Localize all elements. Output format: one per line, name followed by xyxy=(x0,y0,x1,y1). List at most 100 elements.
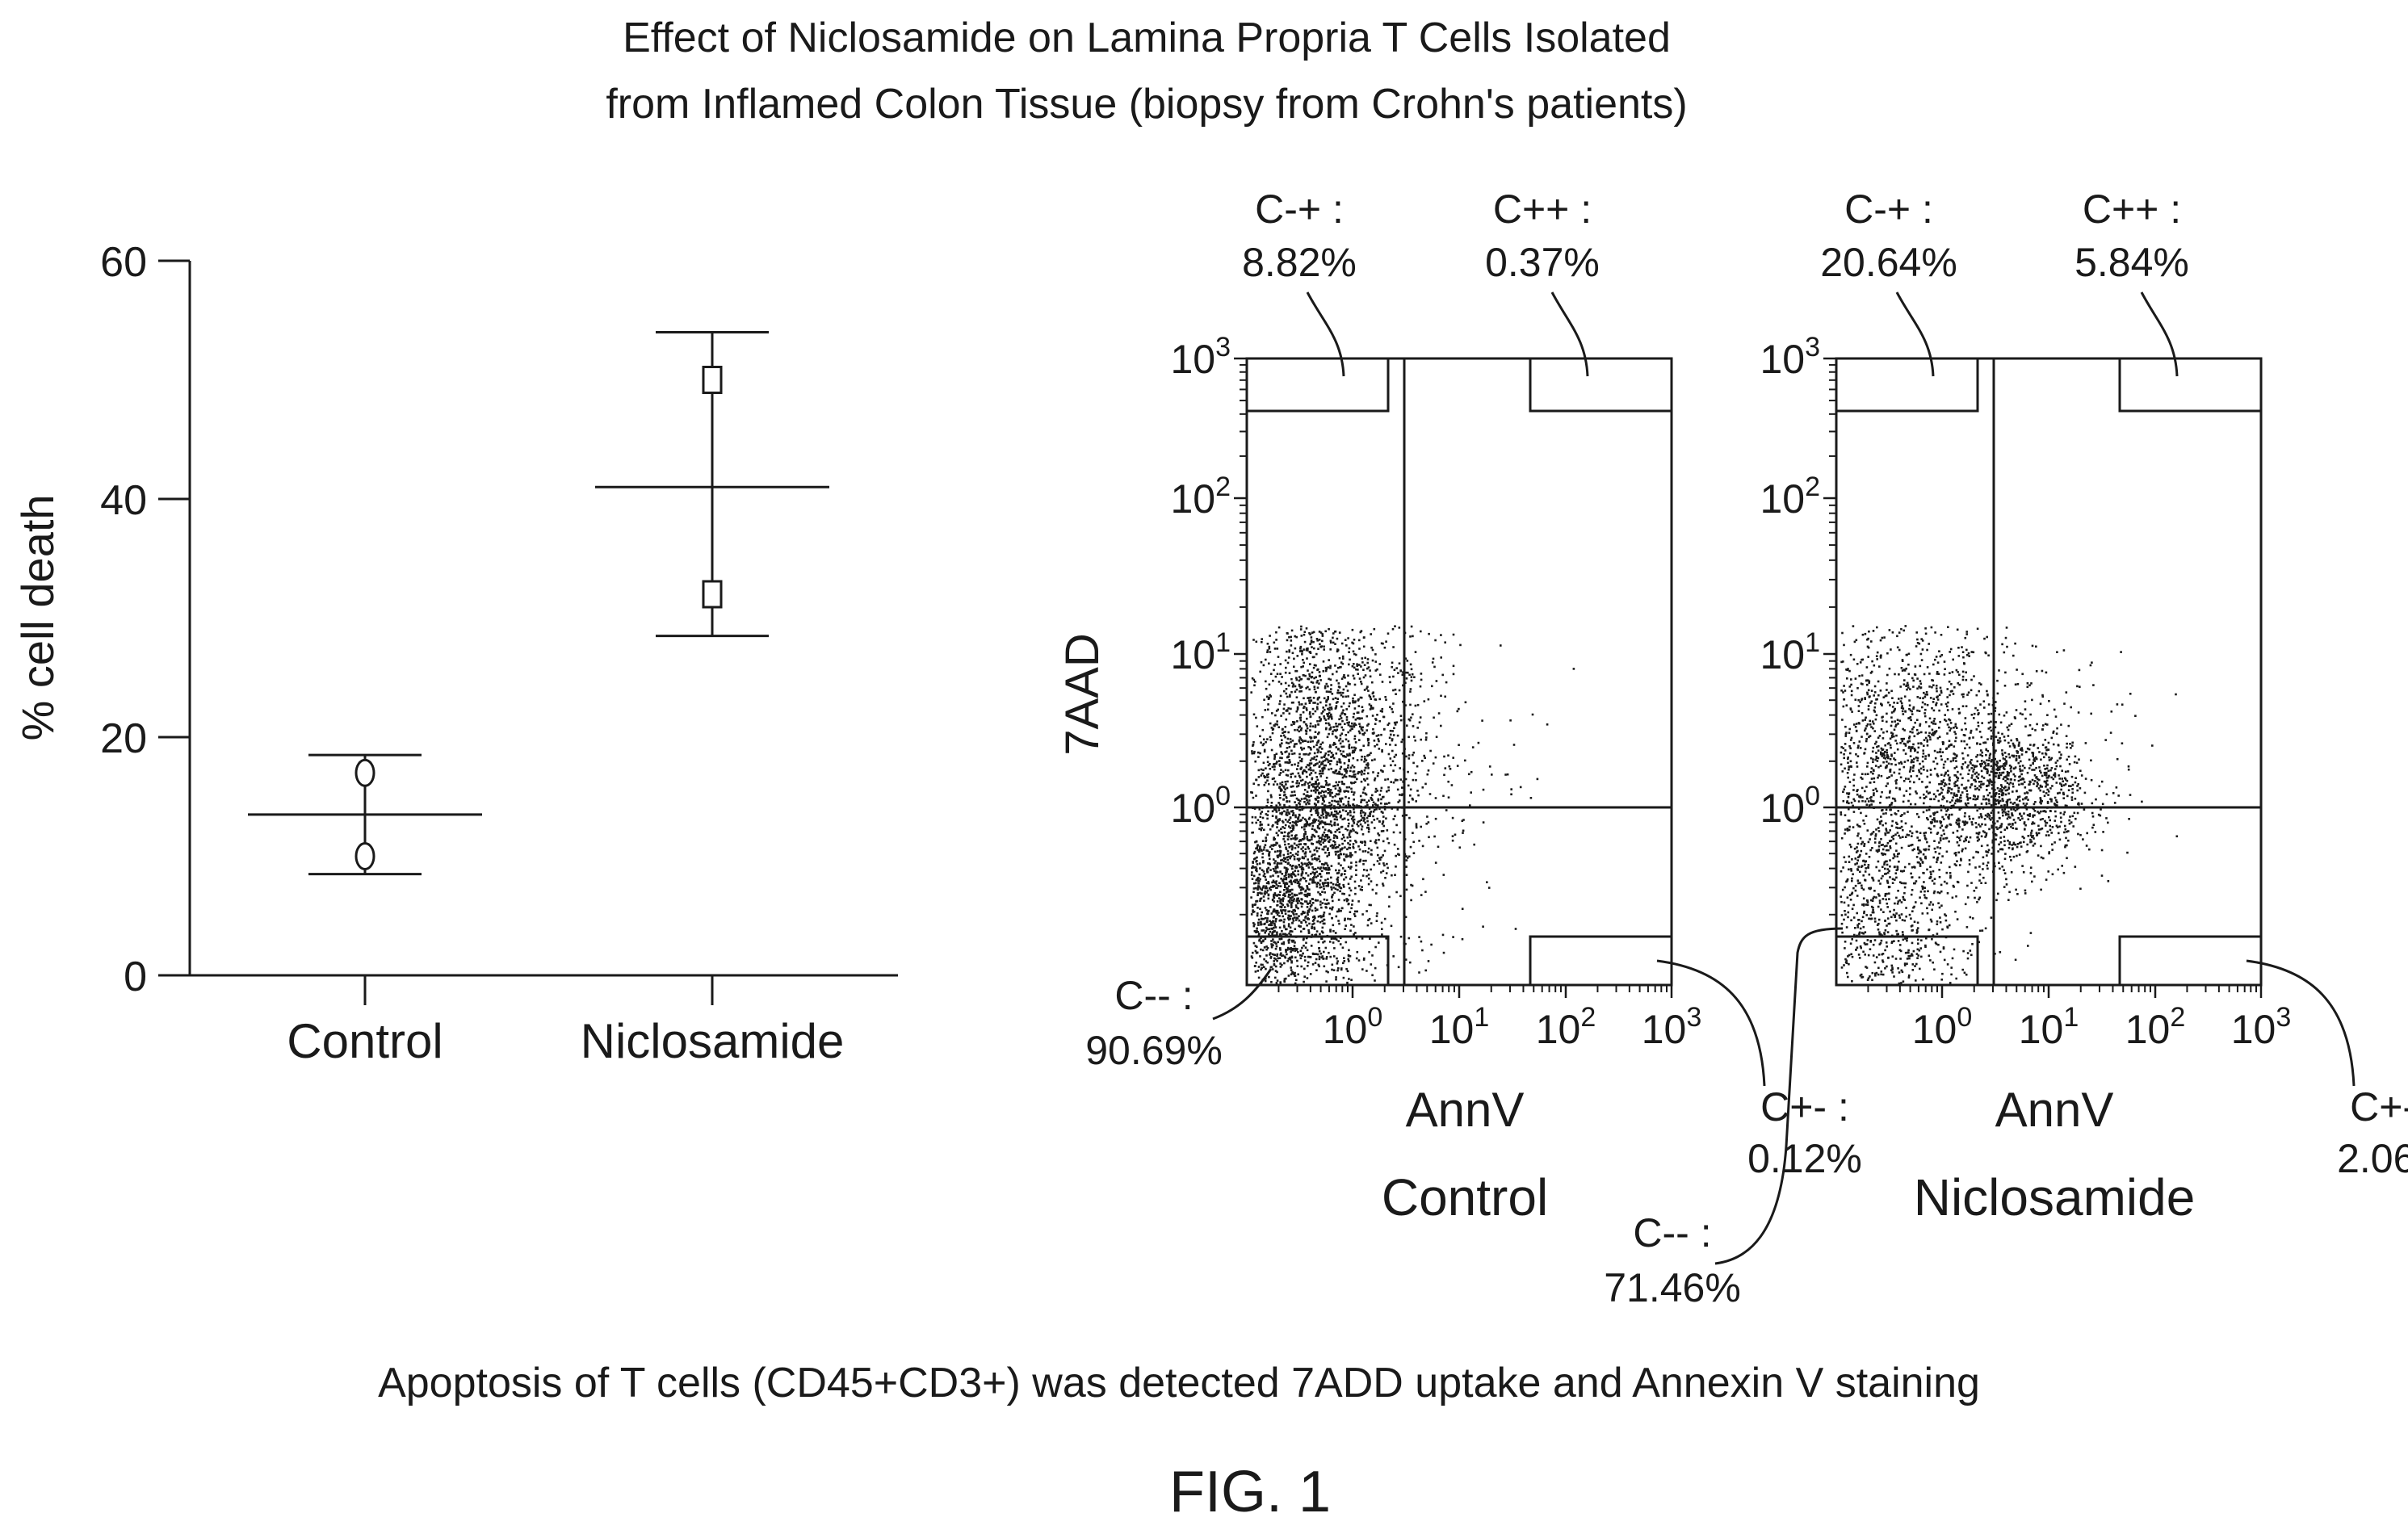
event-dot xyxy=(1302,772,1304,775)
event-dot xyxy=(1969,949,1972,952)
event-dot xyxy=(1273,894,1276,896)
event-dot xyxy=(1273,954,1276,957)
event-dot xyxy=(1412,713,1414,715)
event-dot xyxy=(1337,884,1340,887)
event-dot xyxy=(1943,832,1945,836)
event-dot xyxy=(2022,871,2025,874)
event-dot xyxy=(1482,788,1485,791)
event-dot xyxy=(1356,778,1358,781)
event-dot xyxy=(1949,744,1951,747)
event-dot xyxy=(1330,706,1333,709)
event-dot xyxy=(1282,853,1286,857)
event-dot xyxy=(1252,852,1256,855)
event-dot xyxy=(1371,731,1374,735)
event-dot xyxy=(1958,864,1961,866)
event-dot xyxy=(1307,902,1309,905)
event-dot xyxy=(1328,750,1332,752)
event-dot xyxy=(1315,681,1318,684)
event-dot xyxy=(1392,818,1395,820)
event-dot xyxy=(1862,859,1865,862)
event-dot xyxy=(1317,723,1319,726)
event-dot xyxy=(1308,752,1311,755)
event-dot xyxy=(1286,661,1290,664)
event-dot xyxy=(1409,788,1412,791)
event-dot xyxy=(1254,816,1257,819)
event-dot xyxy=(1307,931,1311,933)
event-dot xyxy=(1277,875,1280,878)
event-dot xyxy=(1999,848,2002,851)
event-dot xyxy=(1990,804,1993,807)
event-dot xyxy=(1350,861,1353,864)
event-dot xyxy=(1303,747,1306,750)
event-dot xyxy=(2005,883,2008,886)
event-dot xyxy=(1329,648,1332,651)
event-dot xyxy=(1301,651,1303,653)
event-dot xyxy=(1361,889,1363,891)
event-dot xyxy=(1290,834,1294,837)
event-dot xyxy=(1266,814,1269,816)
event-dot xyxy=(1894,763,1897,766)
event-dot xyxy=(1336,701,1339,703)
event-dot xyxy=(1299,878,1303,881)
event-dot xyxy=(1361,828,1363,831)
event-dot xyxy=(1302,876,1304,879)
event-dot xyxy=(1869,735,1872,737)
event-dot xyxy=(1340,848,1343,851)
event-dot xyxy=(1458,846,1462,849)
event-dot xyxy=(1378,794,1382,796)
event-dot xyxy=(1395,693,1397,695)
event-dot xyxy=(1916,642,1919,644)
event-dot xyxy=(1859,747,1862,749)
event-dot xyxy=(1310,639,1313,642)
event-dot xyxy=(1300,685,1303,688)
event-dot xyxy=(1311,646,1313,648)
event-dot xyxy=(1863,823,1866,825)
event-dot xyxy=(1264,887,1267,890)
event-dot xyxy=(1293,790,1296,793)
event-dot xyxy=(1875,956,1878,958)
event-dot xyxy=(1412,832,1414,834)
event-dot xyxy=(1354,723,1357,727)
event-dot xyxy=(1871,832,1873,835)
event-dot xyxy=(1949,727,1953,730)
event-dot xyxy=(1278,926,1282,929)
event-dot xyxy=(1882,848,1885,851)
event-dot xyxy=(1366,924,1370,927)
event-dot xyxy=(1312,757,1315,760)
event-dot xyxy=(1353,712,1355,715)
event-dot xyxy=(1331,908,1333,911)
event-dot xyxy=(1327,698,1329,700)
event-dot xyxy=(1447,780,1449,783)
event-dot xyxy=(1380,733,1382,736)
event-dot xyxy=(1287,918,1290,921)
event-dot xyxy=(1870,796,1873,799)
event-dot xyxy=(1976,809,1978,812)
event-dot xyxy=(1330,882,1332,884)
event-dot xyxy=(1940,690,1943,692)
event-dot xyxy=(1382,811,1384,814)
event-dot xyxy=(1909,793,1911,796)
event-dot xyxy=(1845,880,1848,883)
event-dot xyxy=(1283,875,1286,878)
event-dot xyxy=(1355,864,1357,867)
event-dot xyxy=(1251,752,1253,755)
event-dot xyxy=(1953,794,1956,797)
event-dot xyxy=(1305,880,1307,882)
event-dot xyxy=(1343,773,1346,777)
event-dot xyxy=(1287,915,1290,917)
event-dot xyxy=(1294,763,1296,766)
event-dot xyxy=(1356,910,1358,913)
event-dot xyxy=(1336,670,1338,673)
event-dot xyxy=(1984,882,1987,884)
event-dot xyxy=(1357,730,1361,733)
event-dot xyxy=(2007,899,2010,901)
event-dot xyxy=(1370,880,1373,882)
event-dot xyxy=(1929,828,1932,831)
event-dot xyxy=(1258,939,1261,942)
event-dot xyxy=(1875,714,1878,717)
event-dot xyxy=(1257,882,1260,885)
event-dot xyxy=(1290,876,1294,878)
event-dot xyxy=(1427,960,1430,962)
event-dot xyxy=(1309,699,1312,702)
event-dot xyxy=(1916,709,1919,712)
